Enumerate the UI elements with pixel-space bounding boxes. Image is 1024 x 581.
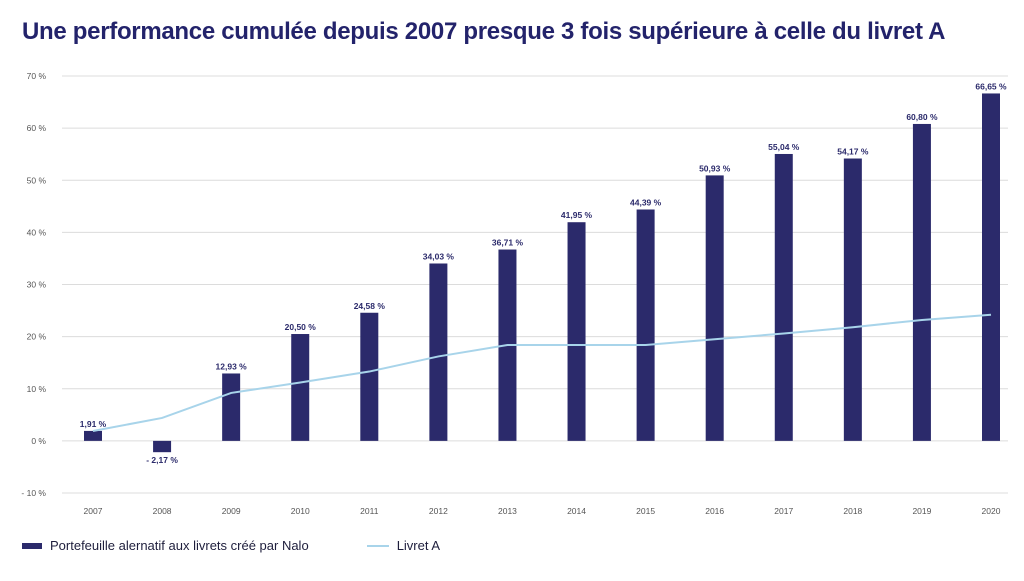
y-tick-label: 60 %	[27, 123, 47, 133]
bar	[84, 430, 102, 441]
bar-value-label: 34,03 %	[423, 251, 455, 261]
x-tick-label: 2010	[291, 506, 310, 516]
x-tick-label: 2012	[429, 506, 448, 516]
chart-area: - 10 % 0 % 10 % 20 % 30 % 40 % 50 % 60 % 70 % 1,9…	[21, 71, 1008, 516]
bar-value-label: 20,50 %	[285, 322, 317, 332]
bar-value-label: 44,39 %	[630, 197, 662, 207]
x-tick-label: 2013	[498, 506, 517, 516]
y-tick-label: 0 %	[31, 436, 46, 446]
bar-value-label: 55,04 %	[768, 142, 800, 152]
bar-value-label: 50,93 %	[699, 163, 731, 173]
x-tick-label: 2020	[982, 506, 1001, 516]
bar-value-label: 36,71 %	[492, 238, 524, 248]
legend-swatch-bar	[22, 542, 42, 549]
x-tick-label: 2016	[705, 506, 724, 516]
bar-value-label: 12,93 %	[216, 361, 248, 371]
y-tick-label: 10 %	[27, 384, 47, 394]
x-tick-label: 2011	[360, 506, 379, 516]
bar	[222, 373, 241, 441]
x-tick-label: 2017	[774, 506, 793, 516]
legend-label-livret-a: Livret A	[396, 538, 441, 553]
x-tick-label: 2018	[843, 506, 862, 516]
y-tick-label: - 10 %	[21, 488, 46, 498]
bar	[429, 263, 448, 441]
bar	[153, 440, 172, 453]
legend-swatch-line	[366, 544, 389, 547]
bar-value-label: 54,17 %	[837, 147, 869, 157]
bar	[291, 334, 310, 441]
bar	[360, 312, 379, 441]
legend-item-portfolio: Portefeuille alernatif aux livrets créé …	[22, 538, 309, 553]
x-tick-label: 2019	[912, 506, 931, 516]
bar	[567, 222, 586, 441]
y-tick-label: 70 %	[27, 71, 47, 81]
livret-a-line	[92, 313, 992, 432]
bar-value-label: 1,91 %	[80, 419, 107, 429]
bar	[636, 209, 655, 441]
x-tick-label: 2014	[567, 506, 586, 516]
y-tick-label: 50 %	[27, 175, 47, 185]
x-tick-label: 2015	[636, 506, 655, 516]
bar	[705, 175, 724, 441]
x-tick-label: 2009	[222, 506, 241, 516]
x-tick-label: 2007	[84, 506, 103, 516]
bar-value-label: 60,80 %	[906, 112, 938, 122]
bar	[912, 123, 931, 441]
bar-value-label: 66,65 %	[975, 81, 1007, 91]
bar	[982, 93, 1000, 441]
legend-label-portfolio: Portefeuille alernatif aux livrets créé …	[50, 538, 309, 553]
y-tick-label: 30 %	[27, 280, 47, 290]
bar	[843, 158, 862, 441]
bar-value-label: 24,58 %	[354, 301, 386, 311]
legend: Portefeuille alernatif aux livrets créé …	[22, 538, 498, 553]
legend-item-livret-a: Livret A	[366, 538, 441, 553]
y-tick-label: 40 %	[27, 227, 47, 237]
x-tick-label: 2008	[153, 506, 172, 516]
bar	[774, 153, 793, 441]
y-tick-label: 20 %	[27, 332, 47, 342]
chart-title: Une performance cumulée depuis 2007 pres…	[22, 18, 946, 45]
bar-value-label: 41,95 %	[561, 210, 593, 220]
bar-value-label: - 2,17 %	[146, 455, 178, 465]
